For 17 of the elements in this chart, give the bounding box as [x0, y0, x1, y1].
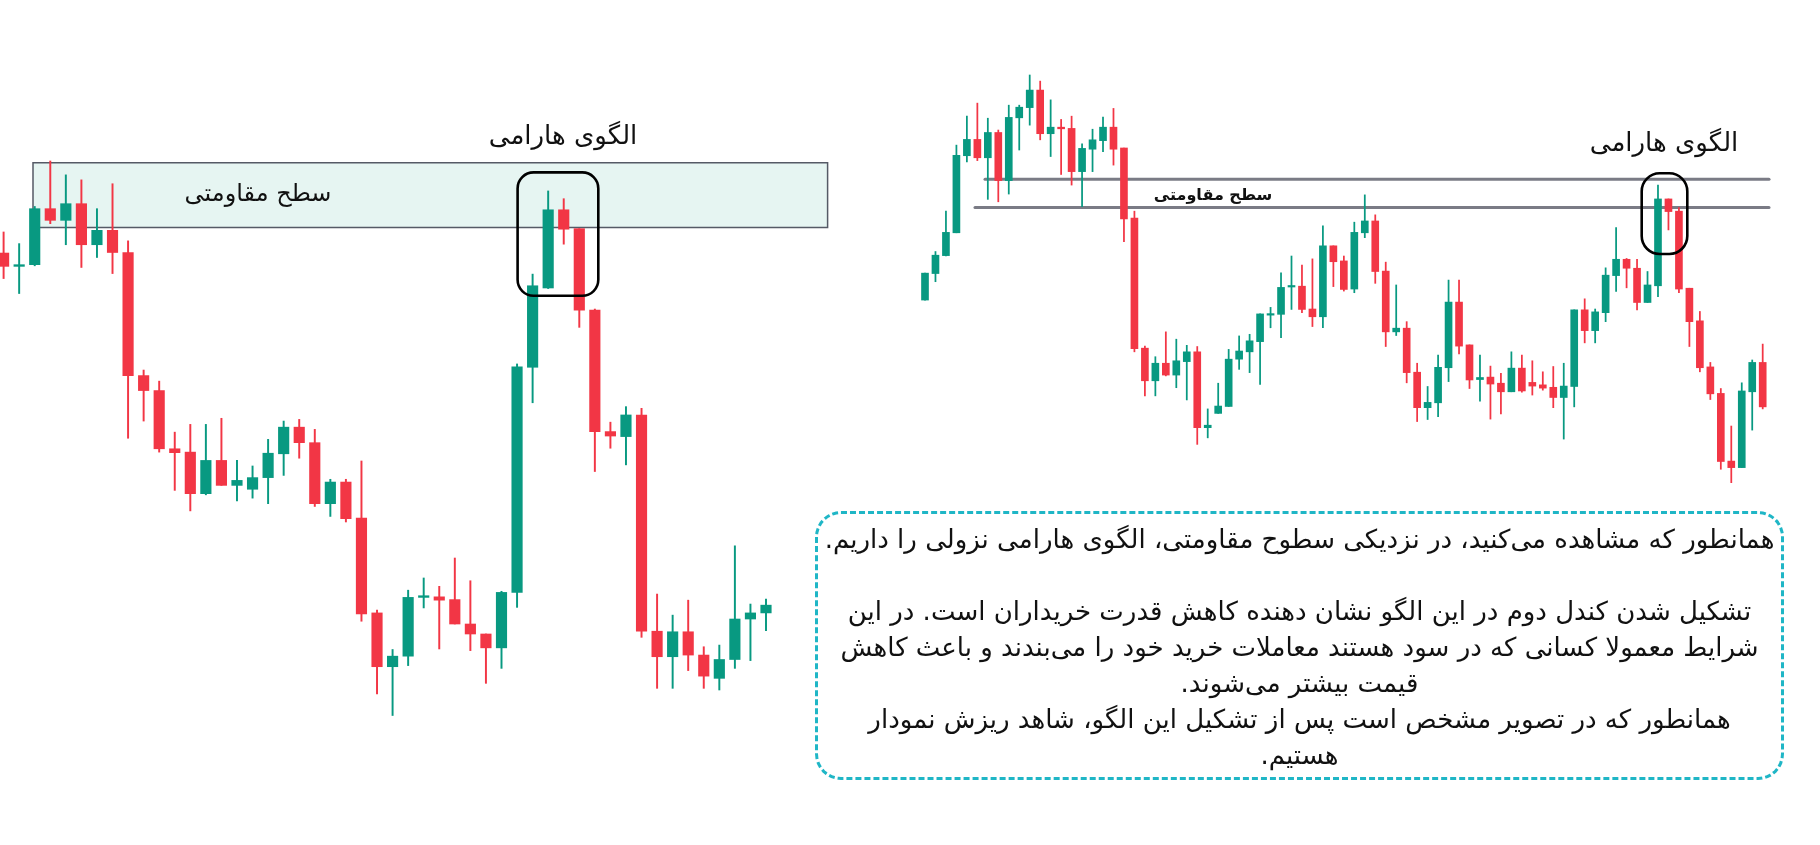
candlestick	[1182, 344, 1191, 401]
ref-line-label: سطح مقاومتی	[1153, 184, 1273, 204]
text: تشکیل شدن کندل دوم در این الگو نشان دهنده کاهش قدرت خریداران است. در این شرایط معمولا کسانی که در سود هستند معاملات خرید خود را می‌بندند و باعث کاهش قیمت بیشتر می‌شوند.	[839, 595, 1760, 701]
annotation: الگوی هارامی	[1589, 126, 1739, 158]
candlestick	[1203, 408, 1212, 439]
candlestick	[1423, 386, 1432, 420]
candlestick	[169, 431, 181, 491]
candlestick	[1392, 284, 1401, 336]
candlestick	[1727, 425, 1736, 484]
candlestick	[1559, 362, 1568, 440]
candlestick	[1476, 354, 1484, 402]
band-label: سطح مقاومتی	[184, 179, 332, 208]
text: الگوی هارامی	[488, 119, 638, 151]
candlestick	[13, 243, 25, 294]
candlestick	[418, 577, 430, 609]
text: همانطور که مشاهده می‌کنید، در نزدیکی سطوح مقاومتی، الگوی هارامی نزولی را داریم.	[823, 523, 1776, 557]
text: همانطور که در تصویر مشخص است پس از تشکیل این الگو، شاهد ریزش نمودار هستیم.	[866, 703, 1732, 773]
